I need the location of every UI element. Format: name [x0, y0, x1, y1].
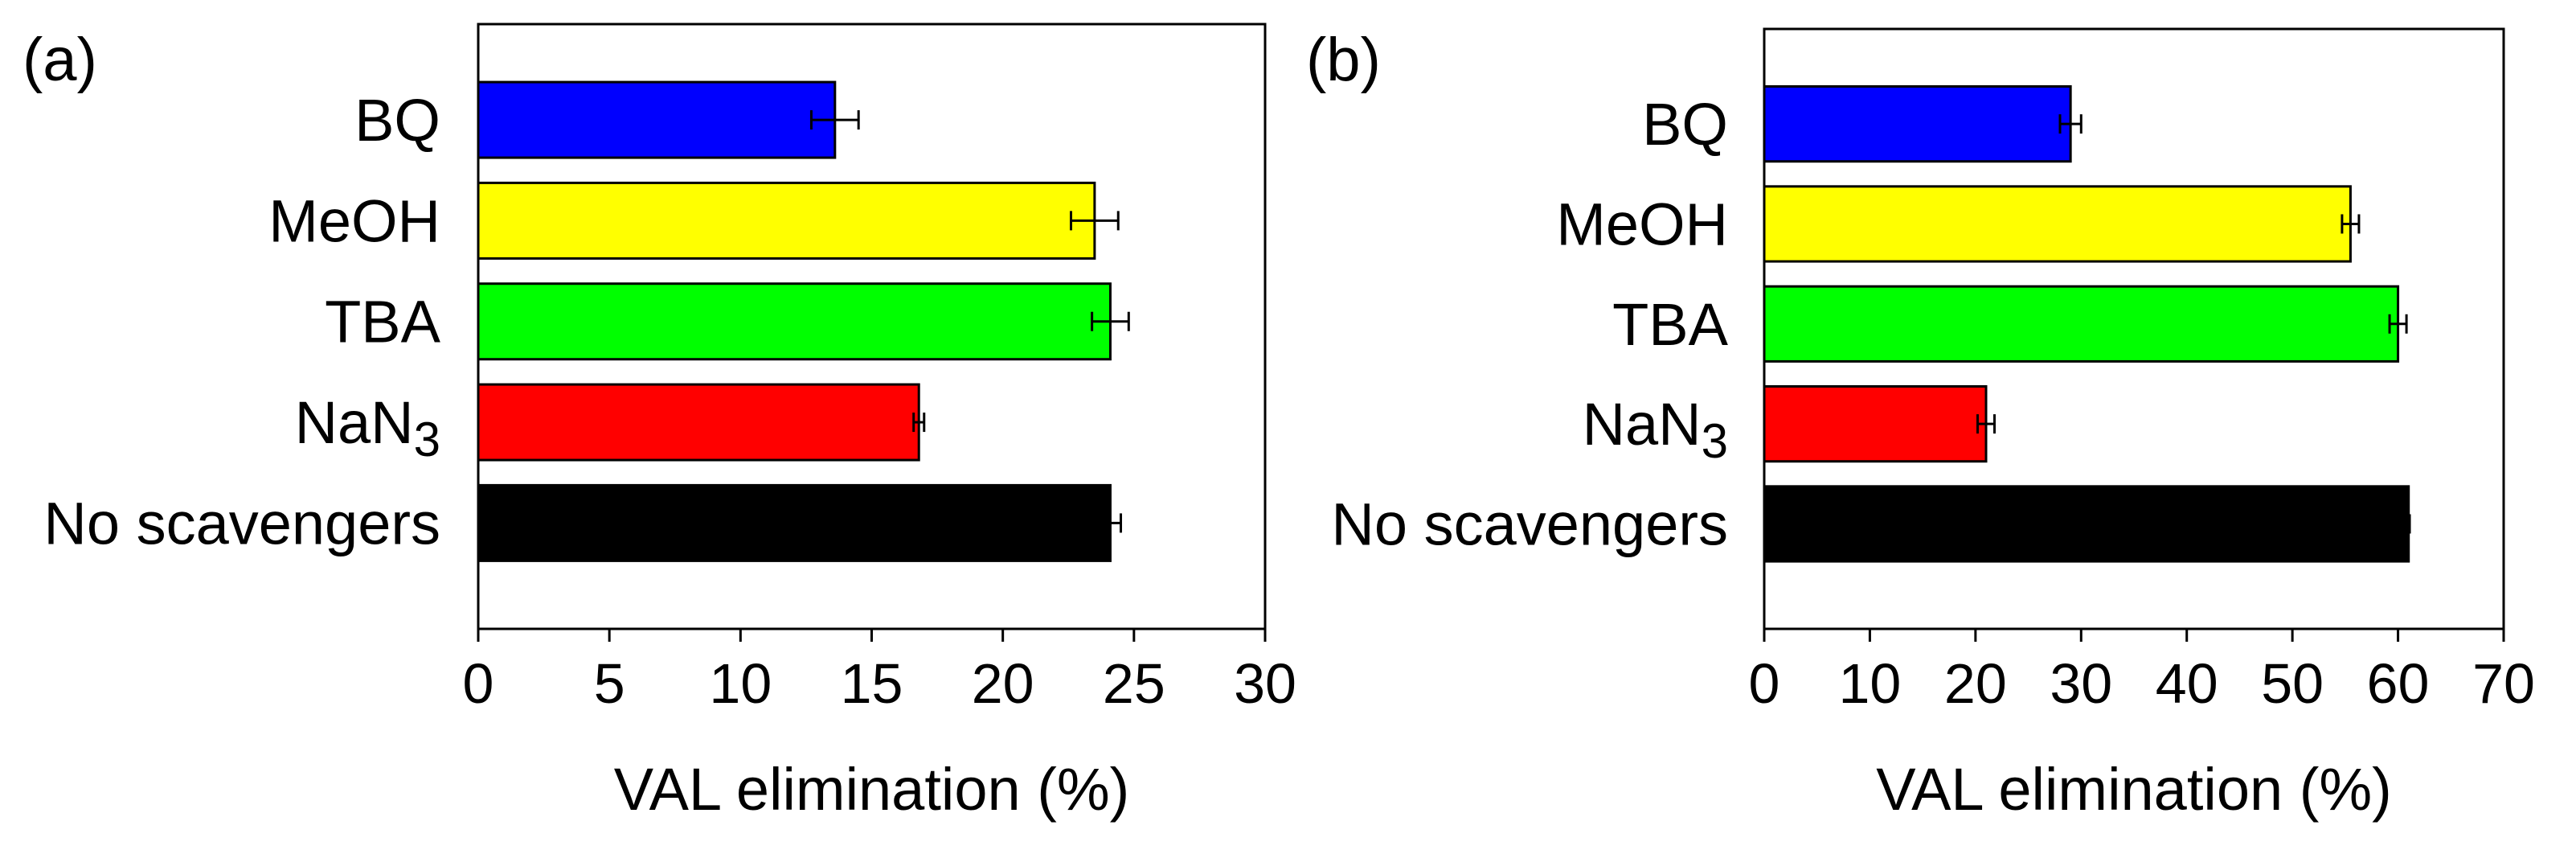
x-tick-label: 10	[1838, 652, 1901, 715]
x-tick-label: 40	[2156, 652, 2218, 715]
x-tick-label: 20	[1944, 652, 2007, 715]
category-label: TBA	[325, 289, 441, 355]
category-label-text: NaN	[295, 389, 414, 456]
bar-bq	[477, 80, 837, 159]
category-label-text: NaN	[1583, 391, 1702, 458]
error-bar	[809, 110, 860, 130]
bar-tba	[477, 282, 1112, 361]
error-bar	[2341, 214, 2361, 234]
x-tick-label: 0	[1749, 652, 1780, 715]
chart-panel-b: (b) BQ MeOH TBA NaN3 No scavengers 0 10 20 30 40 50…	[1306, 26, 2535, 823]
bar-bq	[1763, 84, 2072, 163]
bar-no-scavengers	[1763, 485, 2410, 563]
category-label: No scavengers	[43, 490, 440, 556]
x-tick-label: 30	[2050, 652, 2112, 715]
category-label-subscript: 3	[1702, 414, 1728, 468]
category-label-text: TBA	[325, 289, 441, 355]
panel-label: (a)	[23, 26, 97, 94]
x-tick-label: 70	[2472, 652, 2535, 715]
bar-meoh	[477, 181, 1096, 260]
panel-label: (b)	[1306, 26, 1381, 94]
category-label-subscript: 3	[414, 413, 440, 466]
error-bar	[2406, 514, 2411, 534]
category-label: NaN3	[295, 389, 440, 466]
category-label-text: MeOH	[268, 187, 440, 254]
x-tick-label: 30	[1234, 652, 1296, 715]
category-label: NaN3	[1583, 391, 1728, 468]
category-label-text: No scavengers	[43, 490, 440, 556]
chart-panel-a: (a) BQ MeOH TBA NaN3 No scavengers 0 5 10 15 20 25 3…	[23, 23, 1296, 823]
bar-no-scavengers	[477, 483, 1112, 562]
x-tick-label: 50	[2261, 652, 2324, 715]
category-label-text: BQ	[354, 87, 440, 154]
error-bar	[1098, 513, 1123, 533]
error-bar	[1091, 311, 1130, 331]
category-label: MeOH	[268, 187, 440, 254]
category-label: BQ	[1642, 91, 1728, 158]
error-bar	[912, 413, 926, 433]
category-label: MeOH	[1556, 191, 1728, 257]
x-tick-label: 20	[972, 652, 1034, 715]
bar-nan3	[477, 383, 920, 462]
x-tick-label: 0	[463, 652, 494, 715]
x-tick-label: 5	[594, 652, 625, 715]
category-label: No scavengers	[1331, 491, 1728, 557]
bar-nan3	[1763, 384, 1988, 463]
x-axis-title: VAL elimination (%)	[1876, 756, 2392, 823]
x-tick-label: 15	[841, 652, 903, 715]
bar-meoh	[1763, 185, 2352, 263]
category-label-text: TBA	[1612, 291, 1729, 358]
x-tick-label: 25	[1103, 652, 1165, 715]
category-label-text: No scavengers	[1331, 491, 1728, 557]
x-axis-title: VAL elimination (%)	[614, 756, 1130, 823]
error-bar	[2058, 114, 2083, 134]
x-tick-label: 60	[2367, 652, 2430, 715]
category-label: BQ	[354, 87, 440, 154]
category-label: TBA	[1612, 291, 1729, 358]
bar-tba	[1763, 285, 2400, 363]
category-label-text: MeOH	[1556, 191, 1728, 257]
error-bar	[1070, 211, 1120, 231]
category-label-text: BQ	[1642, 91, 1728, 158]
x-tick-label: 10	[709, 652, 772, 715]
error-bar	[2388, 314, 2408, 334]
error-bar	[1976, 414, 1997, 434]
